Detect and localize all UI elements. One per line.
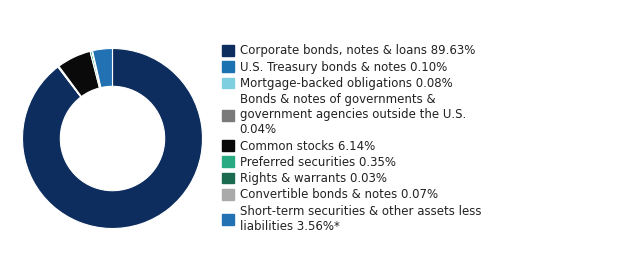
Legend: Corporate bonds, notes & loans 89.63%, U.S. Treasury bonds & notes 0.10%, Mortga: Corporate bonds, notes & loans 89.63%, U… [222,44,481,233]
Wedge shape [58,66,81,97]
Wedge shape [22,48,203,229]
Wedge shape [59,66,81,97]
Wedge shape [92,51,101,88]
Wedge shape [58,66,81,97]
Wedge shape [90,51,101,88]
Wedge shape [59,51,99,97]
Wedge shape [92,48,112,88]
Wedge shape [92,51,101,88]
